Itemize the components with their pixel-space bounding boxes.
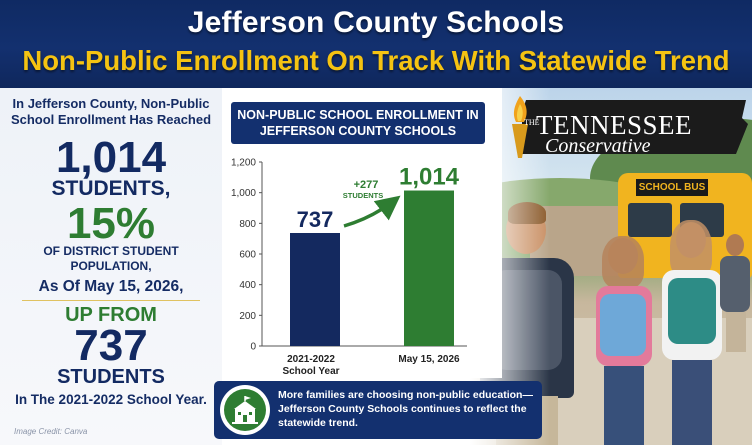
bar-value-label: 1,014 bbox=[399, 164, 460, 191]
y-tick-label: 1,000 bbox=[231, 188, 256, 199]
students-word: STUDENTS, bbox=[51, 177, 171, 200]
bar-2 bbox=[404, 190, 454, 346]
logo-the: THE bbox=[524, 118, 540, 127]
enrollment-bar-chart: 0 200 400 600 800 1,000 1,200 737 2021-2022Scho… bbox=[231, 158, 467, 377]
y-tick-label: 600 bbox=[239, 250, 256, 261]
students-count: 1,014 bbox=[55, 133, 167, 182]
school-year-text: In The 2021-2022 School Year. bbox=[15, 392, 207, 407]
student-girl-teal-backpack bbox=[658, 220, 724, 445]
banner-message: More families are choosing non-public ed… bbox=[278, 389, 533, 429]
bus-window bbox=[628, 203, 672, 237]
info-banner: More families are choosing non-public ed… bbox=[214, 381, 542, 439]
logo-conservative: Conservative bbox=[545, 135, 651, 157]
divider bbox=[22, 300, 200, 301]
page-subtitle: Non-Public Enrollment On Track With Stat… bbox=[22, 45, 730, 76]
left-stats-panel: In Jefferson County, Non-Public School E… bbox=[0, 88, 222, 445]
previous-word: STUDENTS bbox=[57, 366, 165, 388]
x-category-label: May 15, 2026 bbox=[398, 354, 460, 365]
increase-value: +277 bbox=[354, 179, 379, 191]
y-tick-label: 400 bbox=[239, 280, 256, 291]
school-icon bbox=[220, 385, 270, 435]
y-tick-label: 0 bbox=[250, 342, 256, 353]
up-from-label: UP FROM bbox=[65, 304, 157, 326]
intro-text: In Jefferson County, Non-Public School E… bbox=[10, 96, 212, 127]
image-credit: Image Credit: Canva bbox=[14, 427, 88, 436]
page-title: Jefferson County Schools bbox=[187, 6, 565, 39]
previous-count: 737 bbox=[74, 321, 148, 370]
bus-sign: SCHOOL BUS bbox=[636, 179, 708, 196]
y-tick-label: 800 bbox=[239, 219, 256, 230]
increase-label: STUDENTS bbox=[343, 191, 383, 200]
y-tick-label: 200 bbox=[239, 311, 256, 322]
student-girl-blue-backpack bbox=[590, 236, 656, 445]
tennessee-conservative-logo bbox=[512, 96, 748, 158]
logo-tennessee: TENNESSEE bbox=[536, 110, 692, 140]
x-category-label: 2021-2022 bbox=[287, 354, 335, 365]
bar-1 bbox=[290, 232, 340, 346]
percent-caption: OF DISTRICT STUDENT POPULATION, bbox=[43, 244, 179, 273]
torch-icon bbox=[512, 96, 528, 158]
student-distant bbox=[720, 234, 752, 354]
header-banner: Jefferson County Schools Non-Public Enro… bbox=[0, 0, 752, 88]
chart-title: NON-PUBLIC SCHOOL ENROLLMENT IN JEFFERSO… bbox=[231, 102, 485, 144]
bar-value-label: 737 bbox=[297, 207, 334, 232]
percent-value: 15% bbox=[66, 199, 156, 248]
x-category-label: School Year bbox=[282, 366, 339, 377]
school-photo: SCHOOL BUS bbox=[470, 88, 752, 445]
as-of-date: As Of May 15, 2026, bbox=[38, 278, 184, 295]
y-tick-label: 1,200 bbox=[231, 158, 256, 169]
increase-arrow bbox=[343, 195, 401, 228]
